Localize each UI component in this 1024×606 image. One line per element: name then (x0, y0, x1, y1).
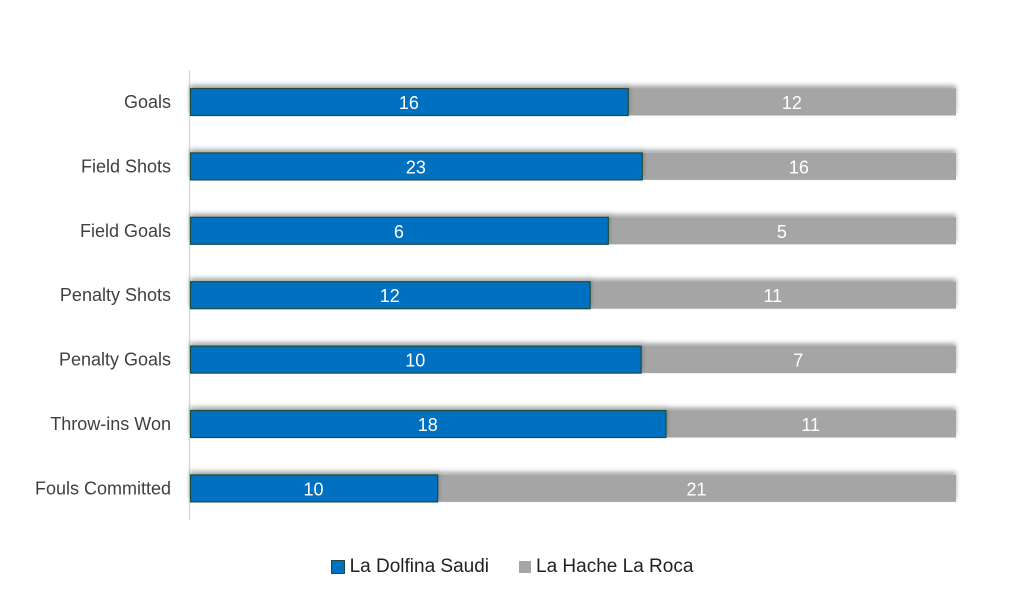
bar-series-1 (189, 216, 609, 245)
bar-series-1 (189, 281, 591, 310)
data-label-series-1: 16 (399, 93, 419, 113)
data-label-series-2: 11 (801, 415, 820, 435)
category-label: Goals (124, 92, 171, 112)
data-label-series-2: 11 (763, 286, 782, 306)
legend-swatch-series-2 (519, 561, 532, 573)
category-label: Throw-ins Won (50, 414, 171, 434)
legend-item-series-1: La Dolfina Saudi (330, 556, 490, 578)
data-label-series-1: 10 (304, 479, 324, 499)
data-label-series-1: 12 (380, 286, 400, 306)
data-label-series-1: 23 (406, 157, 426, 177)
legend-label-series-2: La Hache La Roca (536, 556, 694, 577)
legend-swatch-series-1 (330, 560, 345, 574)
data-label-series-2: 16 (789, 157, 809, 177)
category-label: Field Goals (80, 221, 171, 241)
bar-series-1 (189, 87, 629, 117)
legend: La Dolfina Saudi La Hache La Roca (0, 556, 1024, 578)
data-label-series-2: 12 (782, 93, 802, 113)
category-label: Penalty Shots (60, 285, 171, 305)
bar-series-2 (437, 474, 956, 502)
data-label-series-2: 5 (777, 222, 787, 242)
bar-series-1 (189, 409, 667, 439)
category-label: Fouls Committed (35, 478, 171, 498)
data-label-series-2: 21 (687, 479, 707, 499)
data-label-series-2: 7 (793, 351, 803, 371)
bar-series-2 (627, 88, 956, 116)
stacked-bar-chart: Goals 16 12 Field Shots 23 16 Field Goals 6 5 Pen… (35, 70, 956, 520)
bar-series-2 (665, 410, 956, 438)
bar-series-1 (189, 152, 643, 181)
bar-series-2 (640, 346, 956, 374)
bar-series-1 (189, 345, 642, 374)
data-label-series-1: 18 (418, 415, 438, 435)
category-label: Penalty Goals (59, 350, 171, 370)
data-label-series-1: 6 (394, 222, 404, 242)
legend-item-series-2: La Hache La Roca (519, 556, 693, 578)
legend-label-series-1: La Dolfina Saudi (349, 556, 490, 577)
bar-series-2 (641, 152, 956, 180)
bar-series-2 (607, 217, 956, 245)
data-label-series-1: 10 (405, 351, 425, 371)
bar-series-1 (189, 474, 439, 503)
bar-series-2 (589, 281, 956, 309)
category-label: Field Shots (81, 156, 171, 176)
